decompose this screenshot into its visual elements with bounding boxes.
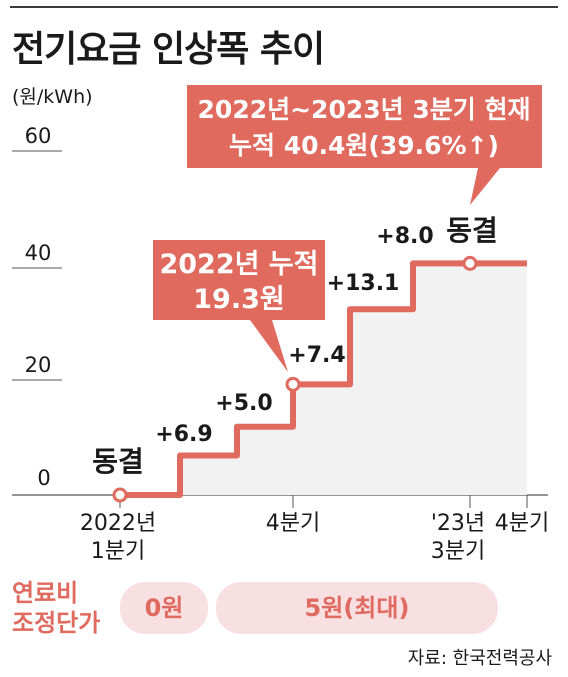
x-label-2022-q1-line2: 1분기: [91, 539, 145, 564]
increment-label-7: 동결: [446, 214, 498, 247]
y-tick-60: 60: [25, 124, 52, 148]
callout-2022-total: 2022년 누적 19.3원: [153, 240, 325, 372]
callout-2022-line2: 19.3원: [193, 284, 284, 315]
callout-cumulative: 2022년~2023년 3분기 현재 누적 40.4원(39.6%↑): [187, 85, 542, 205]
chart-title: 전기요금 인상폭 추이: [12, 29, 325, 70]
y-tick-20: 20: [25, 353, 52, 377]
fuel-adjustment-label-line1: 연료비: [12, 579, 79, 607]
callout-cumulative-pointer: [470, 168, 500, 205]
callout-cumulative-line2: 누적 40.4원(39.6%↑): [229, 131, 499, 160]
increment-label-1: 동결: [92, 445, 144, 478]
increment-label-3: +5.0: [215, 391, 272, 416]
x-label-2023-q3-line1: '23년: [431, 511, 485, 536]
marker-2022-q1: [112, 487, 128, 503]
y-tick-40: 40: [25, 241, 52, 265]
callout-cumulative-box: [187, 85, 542, 168]
x-label-2023-q4: 4분기: [495, 511, 549, 536]
increment-label-5: +13.1: [327, 271, 400, 296]
x-label-2022-q1-line1: 2022년: [80, 511, 156, 536]
area-fill: [120, 263, 527, 495]
fuel-adjustment-label-line2: 조정단가: [12, 609, 101, 637]
callout-2022-box: [153, 240, 325, 320]
fuel-adjustment-segment-0: 0원: [120, 582, 208, 634]
source-note: 자료: 한국전력공사: [407, 648, 552, 669]
callout-2022-pointer: [250, 320, 288, 372]
callout-2022-line1: 2022년 누적: [159, 249, 318, 280]
fuel-adjustment-segment-1: 5원(최대): [216, 582, 498, 634]
increment-label-2: +6.9: [155, 422, 212, 447]
step-line: [120, 260, 527, 498]
marker-2022-q4: [285, 376, 301, 392]
top-rule: [10, 6, 558, 8]
marker-2023-q3: [462, 255, 478, 271]
x-label-2023-q3-line2: 3분기: [431, 539, 485, 564]
y-axis-unit: (원/kWh): [12, 86, 93, 108]
y-tick-0: 0: [37, 466, 50, 490]
callout-cumulative-line1: 2022년~2023년 3분기 현재: [198, 95, 531, 124]
increment-label-4: +7.4: [288, 343, 345, 368]
increment-label-6: +8.0: [376, 224, 433, 249]
x-label-2022-q4: 4분기: [266, 511, 320, 536]
fuel-adjustment-label: 연료비 조정단가: [12, 578, 100, 638]
